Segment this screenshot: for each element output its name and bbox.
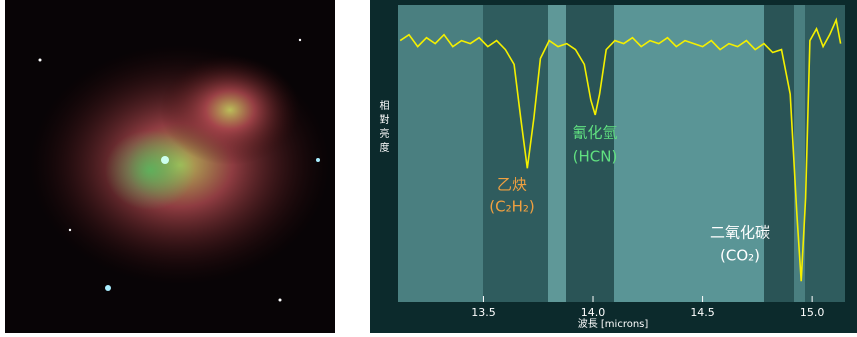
spectrum-background	[370, 0, 857, 333]
x-tick-label: 14.5	[690, 306, 715, 319]
x-tick-label: 14.0	[581, 306, 606, 319]
y-axis-label: 相對亮度	[377, 99, 389, 156]
annotation-name: 乙炔	[497, 176, 527, 194]
figure: 波長 [microns] 相對亮度 13.514.014.515.0乙炔(C₂H…	[0, 0, 857, 333]
x-tick-label: 13.5	[471, 306, 496, 319]
annotation-name: 二氧化碳	[710, 224, 770, 242]
x-tick-label: 15.0	[800, 306, 825, 319]
annotation-formula: (CO₂)	[720, 247, 760, 265]
nebula-photo	[5, 0, 335, 333]
page: 波長 [microns] 相對亮度 13.514.014.515.0乙炔(C₂H…	[0, 0, 857, 337]
annotation-name: 氰化氫	[572, 124, 617, 142]
annotation-formula: (C₂H₂)	[489, 198, 534, 216]
annotation-formula: (HCN)	[573, 148, 618, 166]
